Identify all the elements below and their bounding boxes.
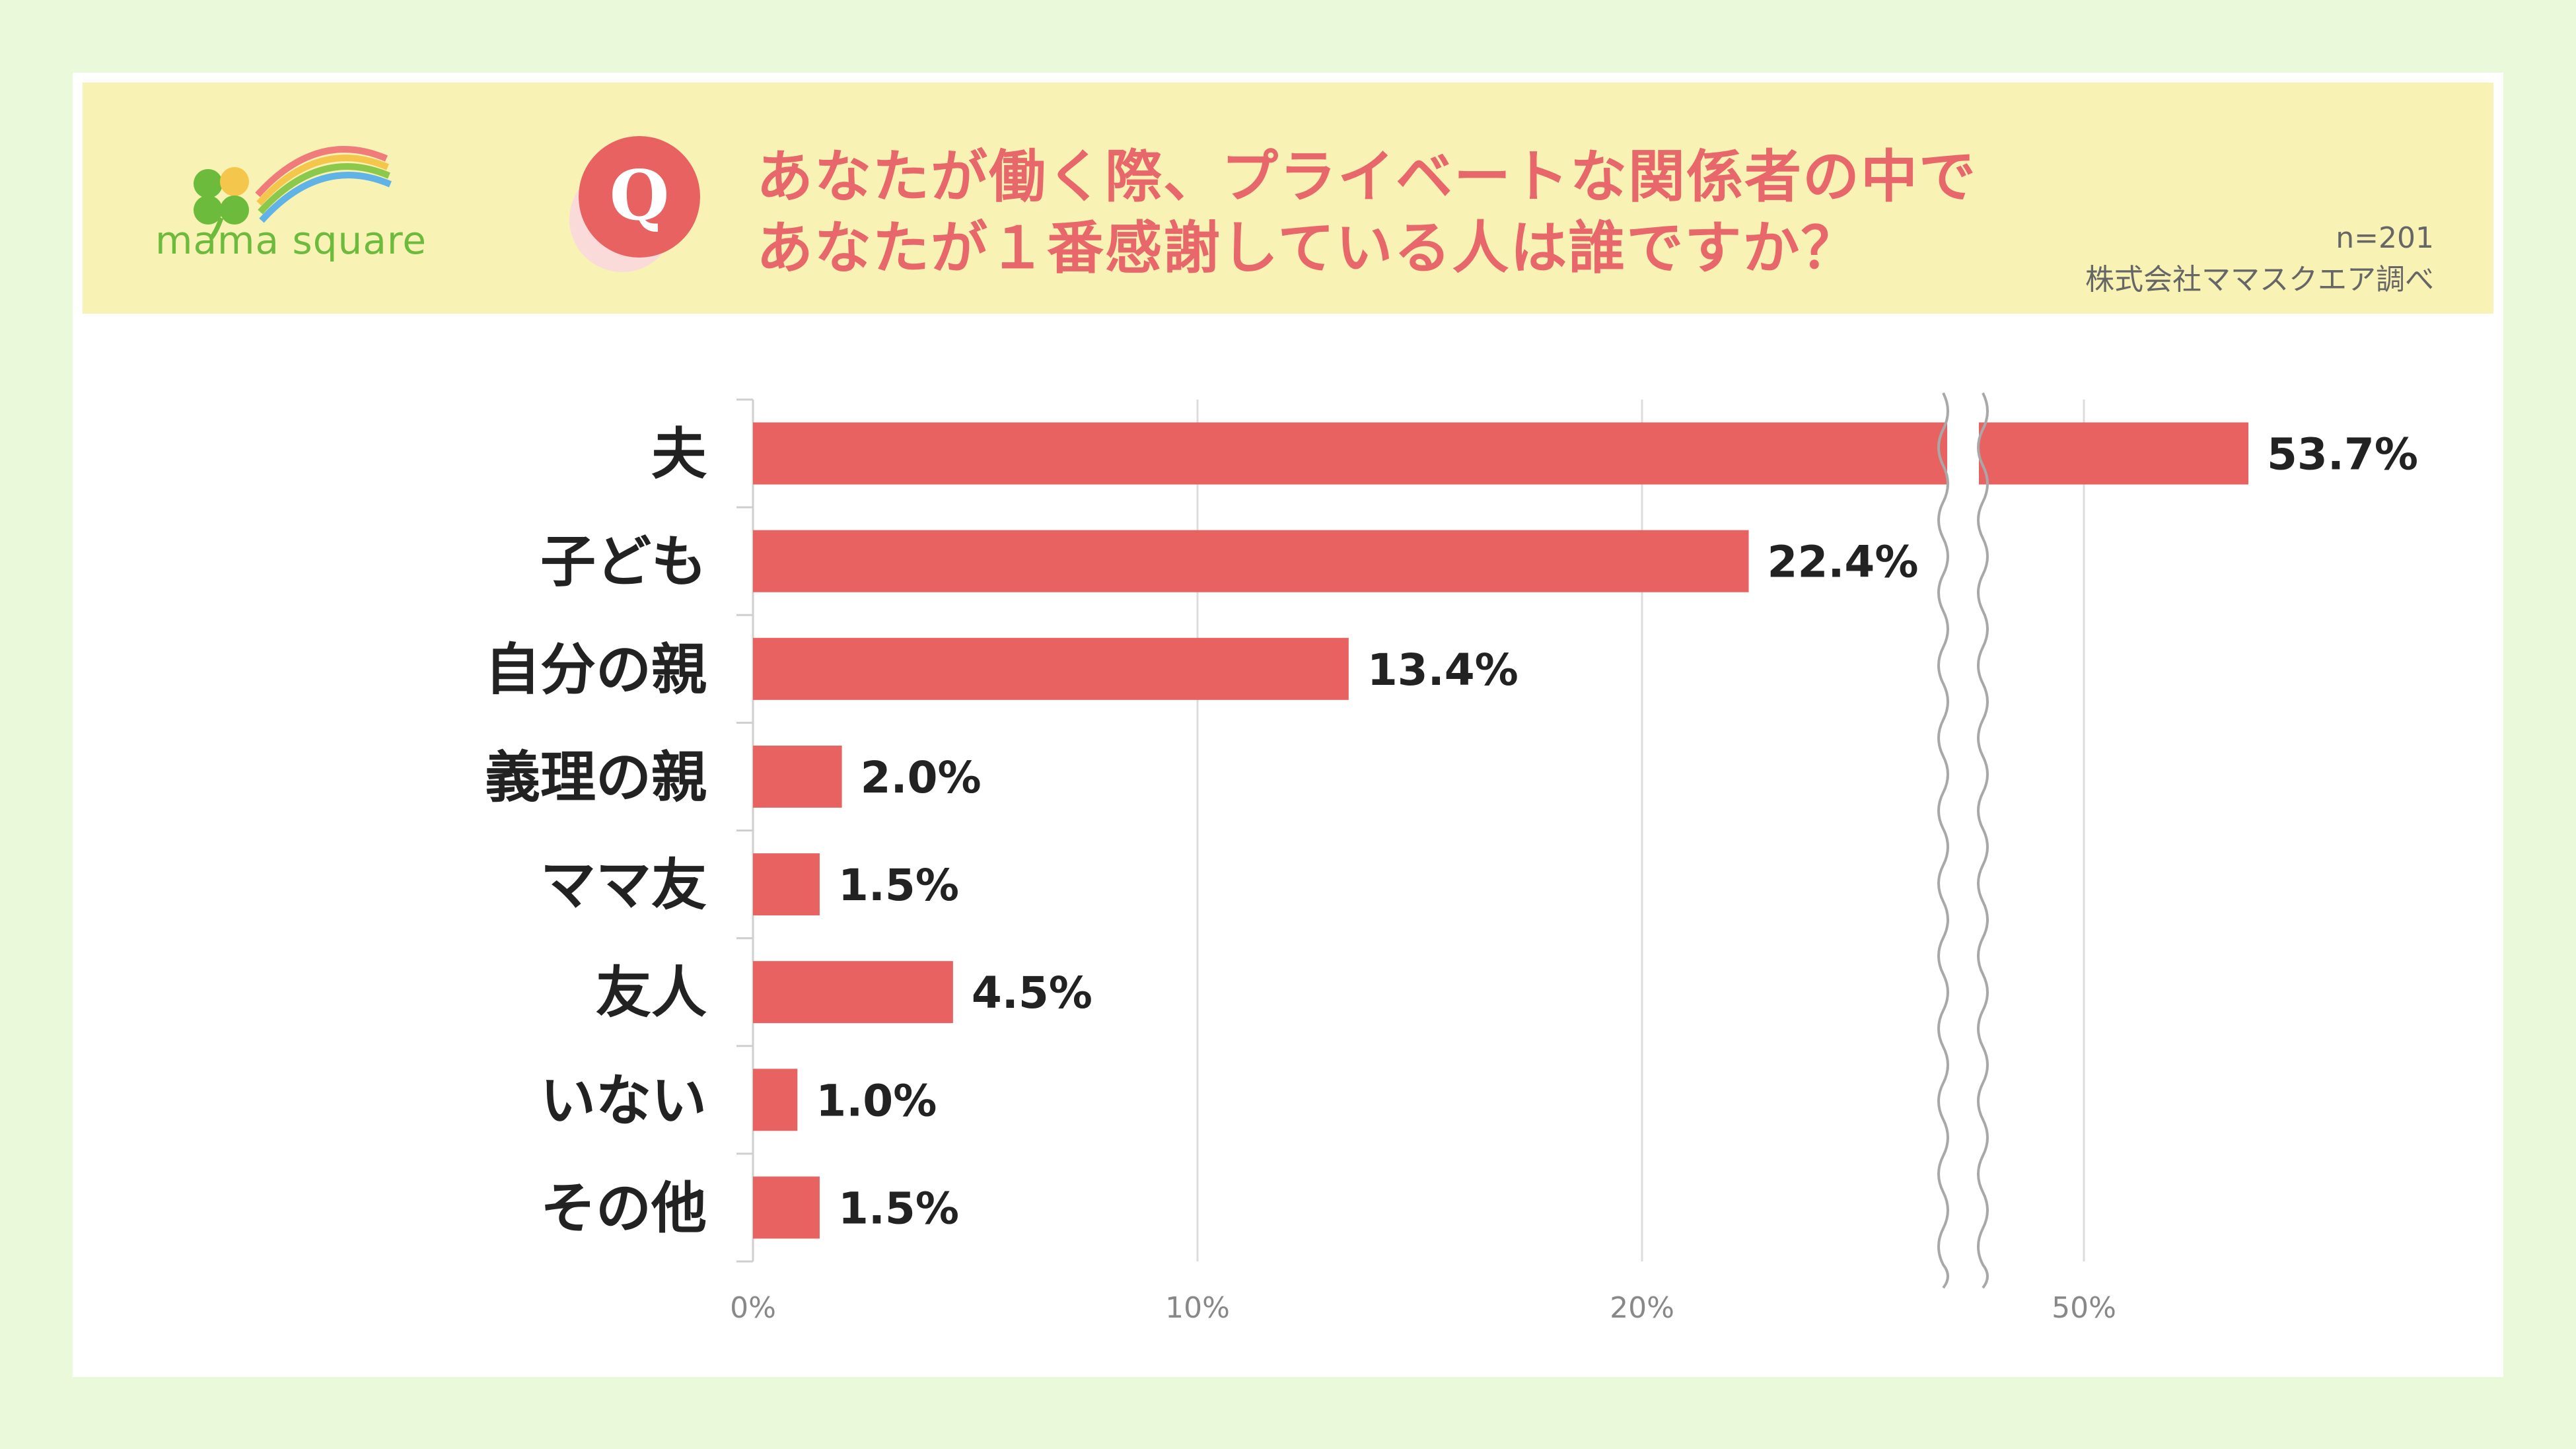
bar xyxy=(753,1069,798,1131)
sample-size: n=201 xyxy=(2336,221,2434,255)
bar xyxy=(753,745,842,808)
category-label: ママ友 xyxy=(540,853,707,917)
value-label: 2.0% xyxy=(861,752,982,803)
bar xyxy=(753,961,953,1024)
value-label: 22.4% xyxy=(1768,537,1919,588)
bar xyxy=(753,530,1749,592)
value-label: 1.0% xyxy=(816,1075,937,1126)
clover-rainbow-logo-icon xyxy=(194,146,392,240)
badge-letter: Q xyxy=(610,155,670,236)
category-label: 子ども xyxy=(540,530,707,594)
value-label: 1.5% xyxy=(838,860,959,911)
bar xyxy=(753,853,820,916)
category-label: その他 xyxy=(540,1176,707,1240)
bar xyxy=(753,637,1349,700)
bar xyxy=(753,1176,820,1239)
axis-break-left-wave xyxy=(1937,392,1949,1289)
axis-break-right-wave xyxy=(1977,392,1989,1289)
question-badge-icon: Q xyxy=(569,136,700,272)
value-label: 1.5% xyxy=(838,1183,959,1234)
question-line-1: あなたが働く際、プライベートな関係者の中で xyxy=(756,144,1977,210)
category-label: 夫 xyxy=(651,422,707,487)
x-tick-label: 10% xyxy=(1165,1291,1230,1325)
bar xyxy=(753,422,2249,485)
question-line-2: あなたが１番感謝している人は誰ですか？ xyxy=(756,215,1859,281)
logo-text: mama square xyxy=(155,218,427,263)
category-label: 義理の親 xyxy=(485,745,707,810)
category-label: 自分の親 xyxy=(485,637,707,702)
x-tick-label: 50% xyxy=(2052,1291,2116,1325)
x-tick-label: 0% xyxy=(730,1291,776,1325)
source-note: 株式会社ママスクエア調べ xyxy=(2085,263,2434,297)
chart-card: mama square Q あなたが働く際、プライベートな関係者の中で あなたが… xyxy=(73,73,2503,1377)
value-label: 4.5% xyxy=(972,968,1092,1018)
value-label: 53.7% xyxy=(2267,429,2418,480)
category-label: いない xyxy=(540,1068,707,1133)
value-label: 13.4% xyxy=(1367,645,1519,695)
category-label: 友人 xyxy=(596,960,707,1025)
x-tick-label: 20% xyxy=(1610,1291,1674,1325)
header-banner: mama square Q あなたが働く際、プライベートな関係者の中で あなたが… xyxy=(83,83,2493,314)
axis-break-band xyxy=(1947,393,1979,1288)
